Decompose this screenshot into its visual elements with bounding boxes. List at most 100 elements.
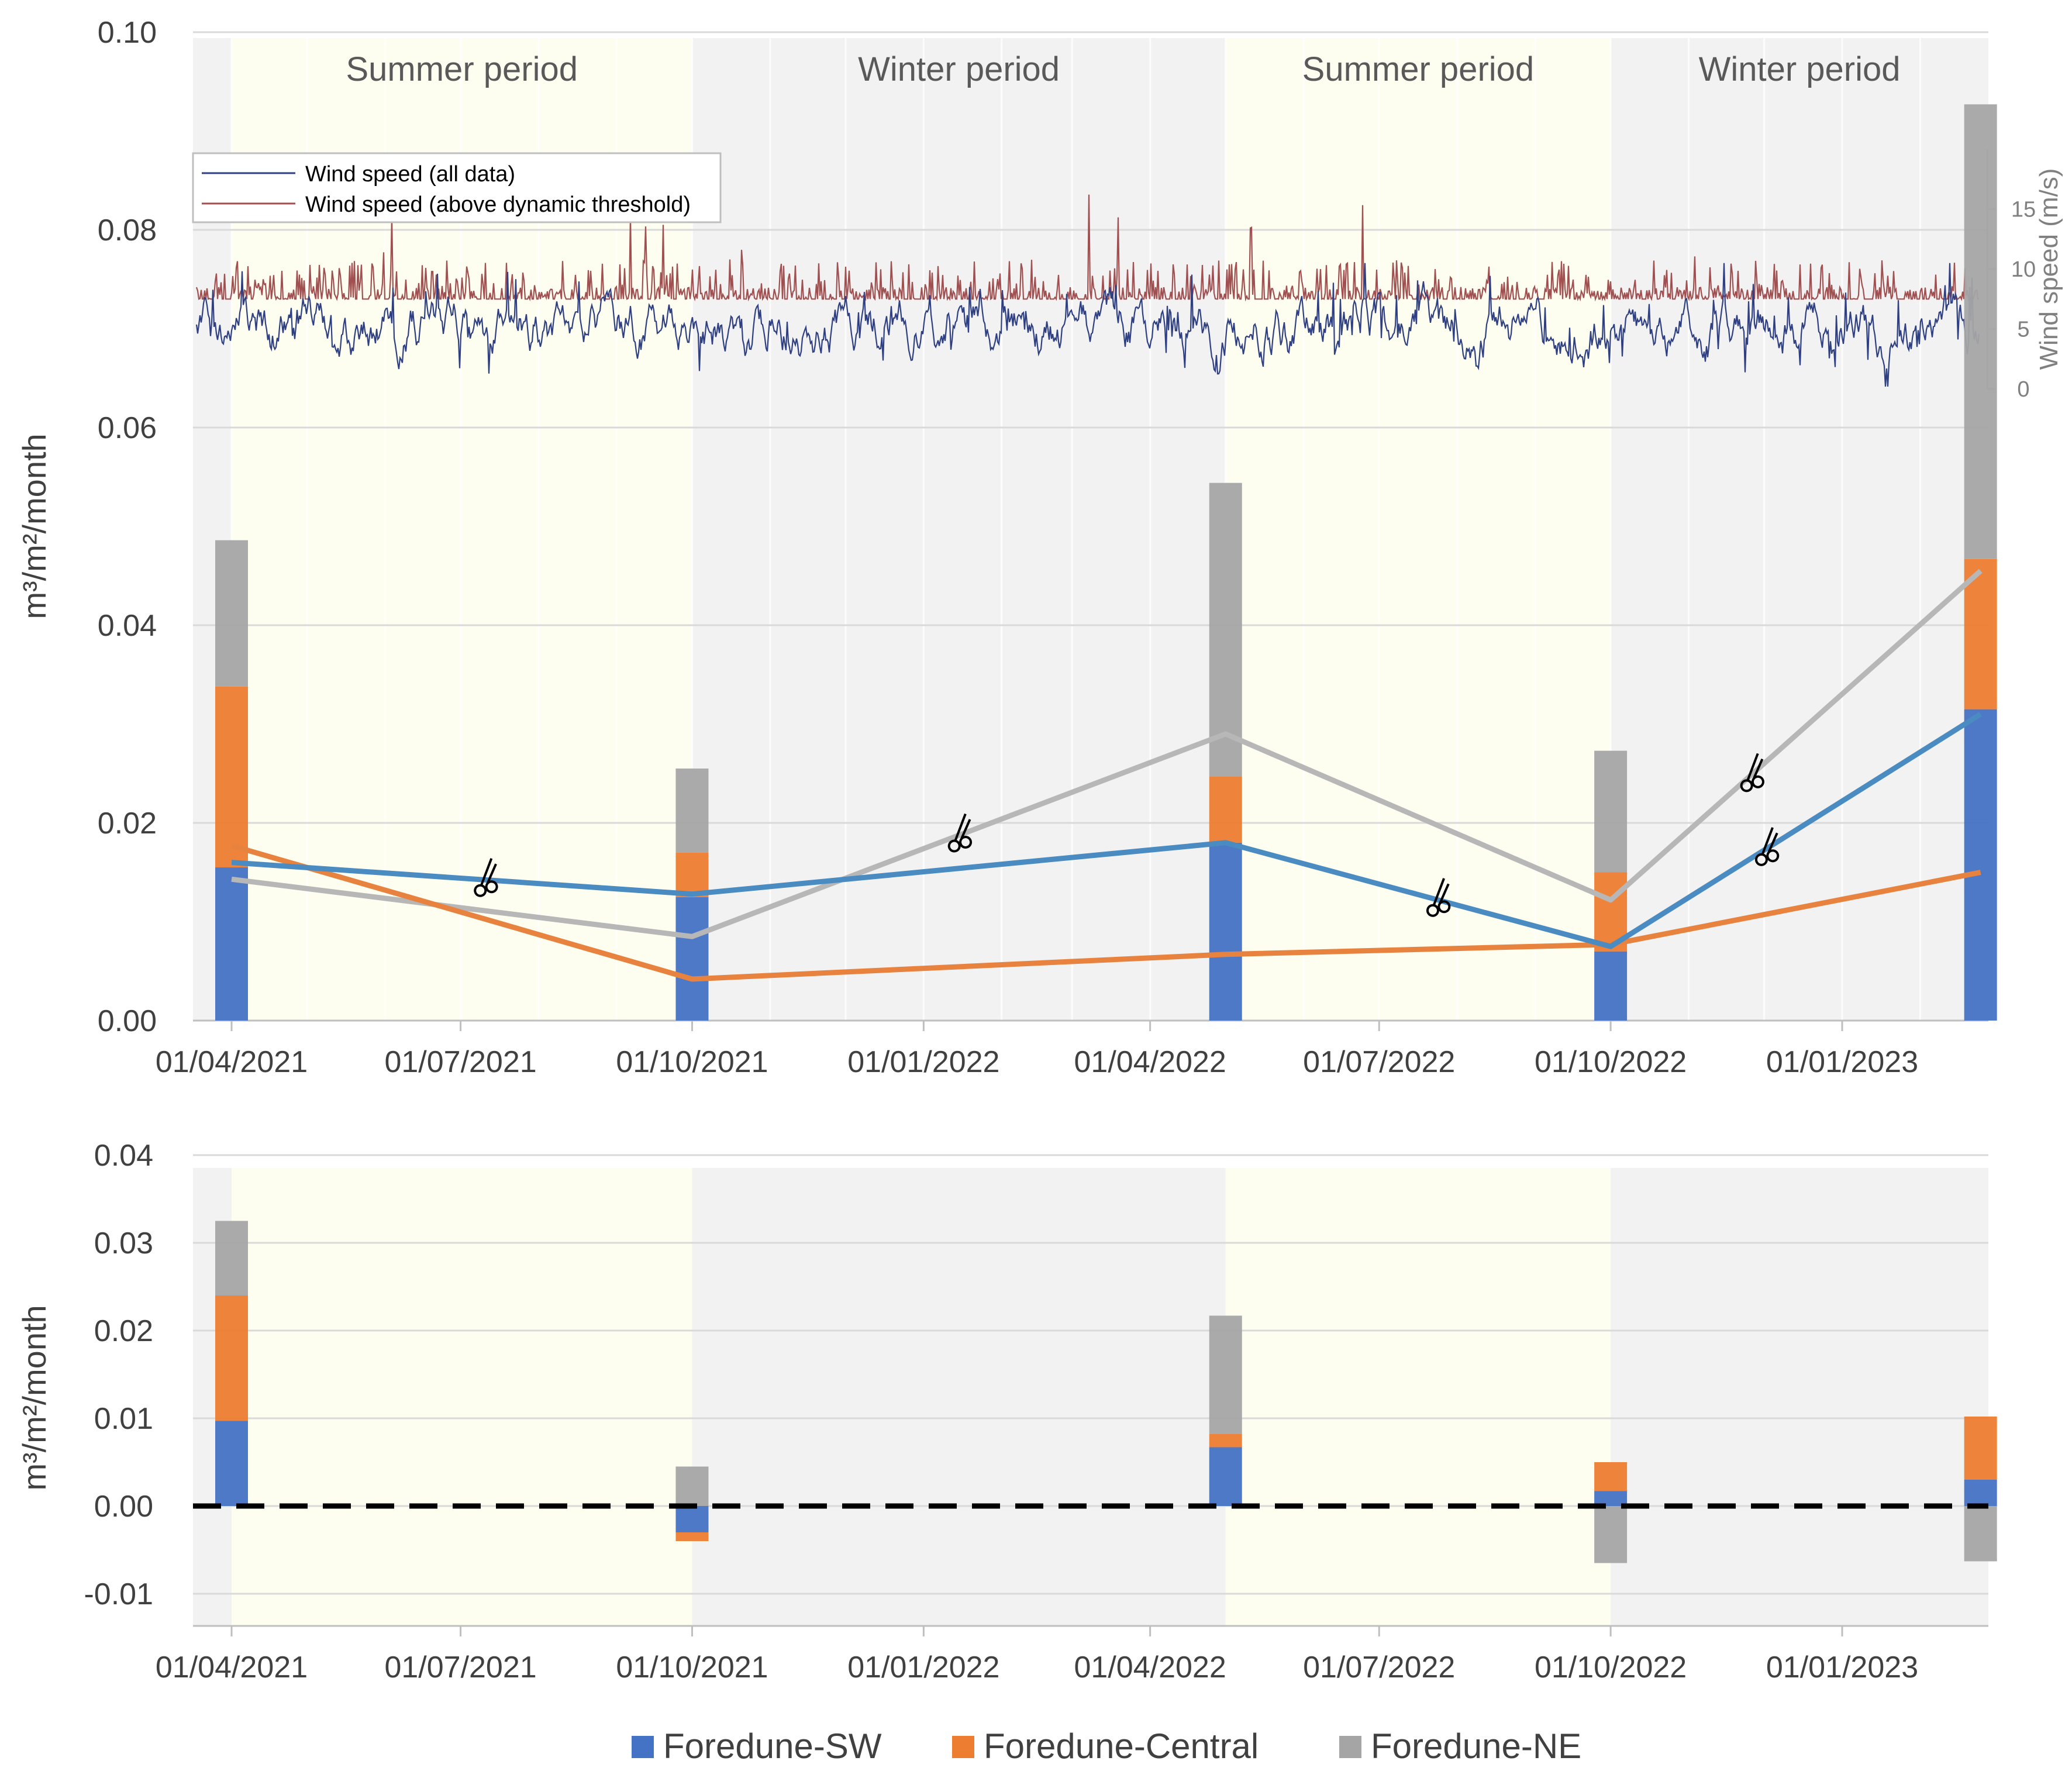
bar-foredune-sw: [1209, 1447, 1242, 1506]
scissor-blade: [954, 813, 967, 842]
bar-foredune-ne: [1209, 1315, 1242, 1434]
legend-swatch: [1339, 1736, 1361, 1758]
wind-legend-label: Wind speed (above dynamic threshold): [305, 192, 691, 217]
bar-foredune-ne: [1964, 1506, 1997, 1562]
scissor-ring: [474, 884, 487, 897]
x-tick-label: 01/04/2022: [1074, 1045, 1226, 1079]
y-tick-label: 0.03: [94, 1226, 153, 1260]
bar-foredune-central: [215, 686, 248, 868]
scissor-marker: [1740, 753, 1764, 792]
bar-foredune-sw: [1594, 951, 1628, 1021]
top-chart: 0.00 0.02 0.04 0.06 0.08 0.10 m³/m²/month Summe…: [16, 16, 2063, 1079]
x-tick-label: 01/01/2023: [1766, 1650, 1918, 1684]
line-foredune-ne: [231, 568, 1983, 939]
wind-legend-label: Wind speed (all data): [305, 162, 515, 187]
x-tick-label: 01/01/2023: [1766, 1045, 1918, 1079]
bar-foredune-central: [675, 852, 709, 897]
bar-foredune-sw: [1209, 842, 1242, 1021]
period-band: [1611, 38, 1988, 1021]
bar-foredune-ne: [1964, 104, 1997, 559]
scissor-ring: [947, 839, 961, 853]
y-tick-label: 0.00: [98, 1004, 157, 1038]
x-tick-label: 01/04/2022: [1074, 1650, 1226, 1684]
legend-label: Foredune-Central: [984, 1727, 1259, 1766]
bar-foredune-central: [1209, 1434, 1242, 1448]
scissor-blade: [1432, 878, 1445, 906]
y-tick-label: 0.02: [94, 1314, 153, 1348]
bar-foredune-ne: [215, 1221, 248, 1295]
bottom-chart: -0.01 0.00 0.01 0.02 0.03 0.04 m³/m²/month 01/0…: [16, 1139, 1997, 1684]
line-foredune-central: [230, 843, 1981, 982]
wind-legend-box: [192, 152, 722, 223]
scissor-blade: [1752, 759, 1764, 780]
wind-tick-label: 10: [2011, 257, 2036, 282]
scissor-blade: [1761, 827, 1774, 855]
bar-foredune-sw: [1964, 709, 1997, 1021]
bar-foredune-ne: [1594, 750, 1628, 873]
wind-axis-title: Wind speed (m/s): [2035, 168, 2063, 370]
x-tick-label: 01/07/2022: [1303, 1650, 1455, 1684]
scissor-blade: [1439, 883, 1450, 905]
y-tick-label: 0.06: [98, 411, 157, 445]
scissor-blade: [1767, 832, 1778, 854]
period-band: [232, 1168, 692, 1626]
chart-legend: Foredune-SW Foredune-Central Foredune-NE: [632, 1727, 1581, 1766]
y-tick-label: 0.04: [98, 609, 157, 643]
x-tick-label: 01/07/2021: [384, 1650, 536, 1684]
bar-foredune-ne: [215, 540, 248, 687]
wind-tick-label: 5: [2017, 318, 2029, 342]
y-axis-title: m³/m²/month: [16, 433, 53, 619]
y-tick-label: 0.08: [98, 213, 157, 247]
bar-foredune-ne: [675, 1466, 709, 1506]
period-label: Summer period: [1302, 50, 1534, 88]
bar-foredune-sw: [1964, 1480, 1997, 1506]
bar-foredune-sw: [215, 867, 248, 1021]
y-tick-label: 0.00: [94, 1490, 153, 1524]
period-band: [1611, 1168, 1988, 1626]
scissor-blade: [960, 819, 971, 840]
legend-swatch: [632, 1736, 654, 1758]
bar-foredune-sw: [675, 897, 709, 1021]
x-tick-label: 01/07/2021: [384, 1045, 536, 1079]
scissor-ring: [1754, 853, 1768, 866]
y-axis-title: m³/m²/month: [16, 1305, 53, 1490]
x-tick-label: 01/10/2022: [1535, 1045, 1687, 1079]
scissor-ring: [1426, 904, 1439, 917]
bar-foredune-central: [1209, 776, 1242, 843]
scissor-marker: [474, 858, 498, 897]
scissor-blade: [480, 858, 493, 886]
period-band: [692, 1168, 1226, 1626]
x-tick-label: 01/10/2022: [1535, 1650, 1687, 1684]
legend-label: Foredune-NE: [1371, 1727, 1581, 1766]
x-tick-label: 01/07/2022: [1303, 1045, 1455, 1079]
scissor-blade: [1746, 753, 1759, 781]
x-tick-label: 01/10/2021: [616, 1650, 768, 1684]
scissor-ring: [1740, 779, 1753, 792]
scissor-marker: [1754, 827, 1780, 866]
y-tick-label: 0.10: [98, 16, 157, 50]
line-foredune-sw: [231, 712, 1983, 949]
bar-foredune-ne: [675, 769, 709, 853]
bar-foredune-central: [215, 1295, 248, 1421]
legend-label: Foredune-SW: [663, 1727, 882, 1766]
bar-foredune-ne: [1594, 1506, 1628, 1563]
wind-tick-label: 15: [2011, 198, 2036, 222]
scissor-marker: [947, 813, 973, 853]
bar-foredune-sw: [675, 1506, 709, 1532]
bar-foredune-central: [675, 1532, 709, 1541]
bar-foredune-central: [1594, 1462, 1628, 1491]
wind-legend: Wind speed (all data) Wind speed (above d…: [192, 152, 722, 223]
period-label: Winter period: [858, 50, 1060, 88]
bar-foredune-ne: [1209, 483, 1242, 777]
period-label: Winter period: [1699, 50, 1901, 88]
period-band: [1225, 1168, 1611, 1626]
scissor-blade: [486, 863, 497, 885]
wind-all-data-line: [195, 263, 1980, 387]
bar-foredune-central: [1964, 1417, 1997, 1480]
y-tick-label: 0.02: [98, 807, 157, 840]
scissor-marker: [1426, 878, 1451, 917]
x-tick-label: 01/04/2021: [156, 1045, 308, 1079]
wind-tick-label: 0: [2017, 377, 2029, 402]
period-label: Summer period: [346, 50, 577, 88]
